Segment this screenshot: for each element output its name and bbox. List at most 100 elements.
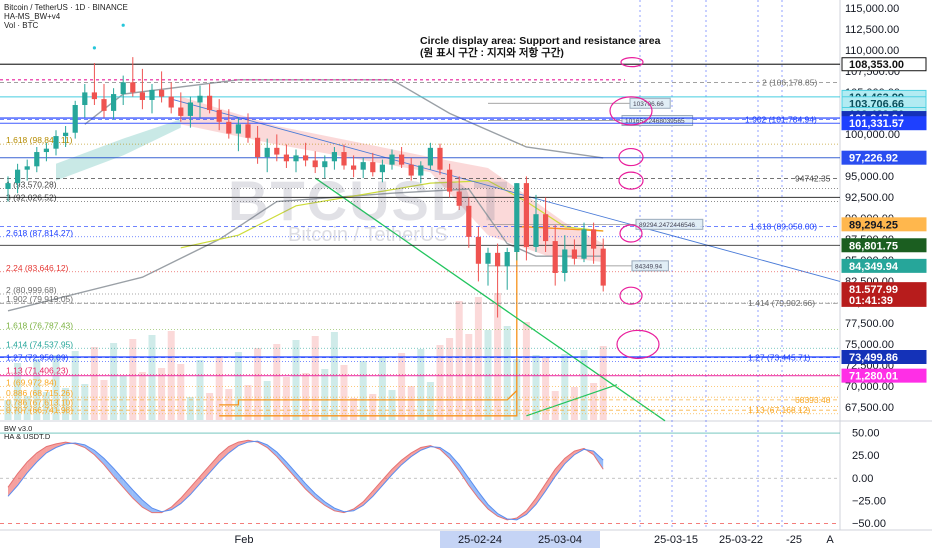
time-axis-label: 25-03-15 bbox=[654, 534, 698, 546]
osc-fast-line bbox=[7, 439, 604, 521]
osc-fill-segment bbox=[545, 469, 556, 491]
volume-bar bbox=[340, 365, 348, 420]
volume-bar bbox=[206, 393, 214, 420]
candle-body bbox=[120, 82, 126, 95]
volume-bar bbox=[100, 380, 108, 420]
price-marker-text: 103706.66 bbox=[633, 101, 664, 108]
osc-axis-tick: 50.00 bbox=[852, 428, 880, 440]
price-tag-label: 101,331.57 bbox=[849, 118, 904, 130]
candle-body bbox=[312, 160, 318, 168]
indicator-legend[interactable]: HA-MS_BW+v4 bbox=[4, 12, 61, 21]
osc-fill-segment bbox=[276, 452, 287, 468]
price-tag-label: 97,226.92 bbox=[849, 153, 898, 165]
time-axis-label: -25 bbox=[786, 534, 802, 546]
osc-fill-segment bbox=[180, 487, 191, 504]
osc-fill-segment bbox=[468, 478, 479, 499]
fib-level-label: 1.618 (98,845.11) bbox=[6, 135, 73, 145]
candle-body bbox=[130, 82, 136, 93]
osc-axis-tick: −50.00 bbox=[852, 518, 886, 530]
volume-bar bbox=[474, 297, 482, 420]
oscillator-pane-bg bbox=[0, 424, 840, 528]
candle-body bbox=[293, 155, 299, 162]
volume-bar bbox=[436, 345, 444, 420]
candle-body bbox=[543, 214, 549, 242]
candle-body bbox=[437, 147, 443, 170]
candle-body bbox=[303, 155, 309, 161]
candle-body bbox=[235, 124, 241, 134]
osc-axis-tick: 0.00 bbox=[852, 473, 873, 485]
price-axis-tick: 67,500.00 bbox=[845, 402, 894, 414]
support-resistance-circle bbox=[618, 147, 644, 167]
osc-header-2[interactable]: HA & USDT.D bbox=[4, 432, 51, 441]
support-resistance-circle bbox=[619, 286, 643, 305]
annotation-subtitle: (원 표시 구간 : 지지와 저항 구간) bbox=[420, 47, 564, 59]
volume-bar bbox=[570, 387, 578, 420]
price-marker-text: 101653.2468039565 bbox=[625, 118, 685, 125]
volume-bar bbox=[186, 397, 194, 420]
volume-bar bbox=[465, 334, 473, 420]
volume-bar bbox=[71, 351, 79, 420]
candle-body bbox=[495, 252, 501, 267]
osc-fill-segment bbox=[401, 452, 412, 465]
volume-bar bbox=[302, 373, 310, 420]
volume-bar bbox=[369, 394, 377, 420]
time-axis-label: A bbox=[826, 534, 834, 546]
candle-body bbox=[226, 121, 232, 134]
volume-bar bbox=[311, 336, 319, 420]
osc-fill-segment bbox=[555, 458, 565, 477]
price-axis-tick: 112,500.00 bbox=[845, 24, 899, 36]
candle-body bbox=[514, 183, 520, 252]
fib-level-label: 2 (80,999.68) bbox=[6, 285, 57, 295]
price-axis-tick: 92,500.00 bbox=[845, 192, 894, 204]
fib-level-label: 2.618 (87,814.27) bbox=[6, 228, 73, 238]
volume-bar bbox=[158, 368, 166, 420]
candle-body bbox=[24, 166, 30, 170]
volume-bar bbox=[522, 322, 530, 420]
candle-body bbox=[571, 249, 577, 259]
candle-body bbox=[533, 214, 539, 247]
osc-fill-segment bbox=[219, 446, 229, 462]
volume-bar bbox=[52, 355, 60, 420]
candle-body bbox=[72, 105, 78, 133]
price-axis-tick: 75,000.00 bbox=[845, 339, 894, 351]
osc-fill-segment bbox=[286, 461, 296, 479]
osc-fill-segment bbox=[459, 464, 469, 486]
support-resistance-circle bbox=[619, 224, 643, 243]
symbol-legend[interactable]: Bitcoin / TetherUS · 1D · BINANCE bbox=[4, 3, 128, 12]
osc-header-1[interactable]: BW v3.0 bbox=[4, 424, 33, 433]
candle-body bbox=[43, 148, 49, 153]
time-axis-highlight bbox=[440, 531, 520, 548]
osc-fill-segment bbox=[190, 476, 200, 495]
osc-fill-segment bbox=[228, 442, 239, 453]
osc-fill-segment bbox=[411, 447, 421, 457]
candle-body bbox=[379, 164, 385, 173]
candle-body bbox=[53, 136, 59, 149]
candle-body bbox=[523, 183, 529, 247]
time-axis-label: 25-03-22 bbox=[719, 534, 763, 546]
volume-bar bbox=[273, 344, 281, 420]
time-axis-label: 25-02-24 bbox=[458, 534, 502, 546]
osc-fill-segment bbox=[84, 444, 95, 455]
volume-bar bbox=[215, 356, 223, 420]
fib-level-label: 1.902 (79,919.05) bbox=[6, 294, 73, 304]
osc-fill-segment bbox=[132, 490, 143, 508]
price-axis-tick: 77,500.00 bbox=[845, 318, 894, 330]
volume-bar bbox=[542, 358, 550, 420]
candle-body bbox=[427, 147, 433, 166]
candle-body bbox=[341, 152, 347, 166]
osc-fill-segment bbox=[382, 469, 392, 486]
candle-body bbox=[264, 147, 270, 158]
price-marker-box bbox=[621, 115, 694, 127]
price-tag-label: 86,801.75 bbox=[849, 240, 898, 252]
candle-body bbox=[207, 95, 213, 111]
candle-body bbox=[283, 154, 289, 162]
fib-level-label: 1 (69,972.84) bbox=[6, 378, 57, 388]
candle-body bbox=[5, 183, 11, 189]
candle-body bbox=[149, 89, 155, 100]
volume-legend[interactable]: Vol · BTC bbox=[4, 21, 39, 30]
volume-bar bbox=[254, 348, 262, 420]
volume-bar bbox=[138, 372, 146, 420]
volume-bar bbox=[148, 335, 156, 420]
